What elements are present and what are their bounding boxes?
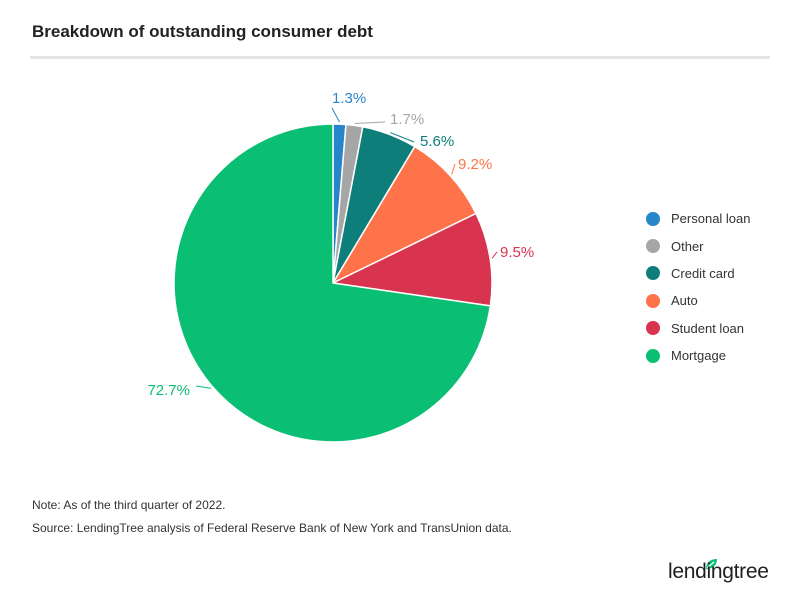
legend-label: Auto [671,293,698,309]
lendingtree-logo: lendingtree [668,560,769,583]
legend-item-mortgage: Mortgage [646,342,751,369]
label-mortgage: 72.7% [147,382,190,399]
leader-line [331,107,341,123]
leaf-icon [706,559,717,569]
slice-student-loan [330,212,493,307]
legend-label: Student loan [671,320,745,336]
label-auto: 9.2% [458,156,492,173]
legend-swatch [646,293,660,308]
leader-line [354,121,386,124]
label-other: 1.7% [390,111,424,128]
chart-legend: Personal loan Other Credit card Auto Stu… [646,205,751,369]
legend-swatch [646,266,660,281]
title-divider [30,56,770,59]
legend-item-credit-card: Credit card [646,260,751,287]
legend-swatch [646,211,660,226]
legend-swatch [646,348,660,363]
pie-chart: 1.3% 1.7% 5.6%9.2% 9.5% 72.7% [147,90,534,443]
legend-item-auto: Auto [646,287,751,314]
slice-mortgage [173,123,492,443]
slice-auto [331,145,478,285]
legend-swatch [646,239,660,254]
chart-title: Breakdown of outstanding consumer debt [32,22,373,41]
label-credit-card: 5.6% [420,133,454,150]
legend-label: Other [671,238,704,254]
leader-line [195,385,212,389]
legend-label: Mortgage [671,348,726,364]
legend-label: Credit card [671,265,735,281]
legend-item-personal-loan: Personal loan [646,205,751,232]
leader-line [451,163,456,175]
chart-source: Source: LendingTree analysis of Federal … [32,521,512,535]
label-student-loan: 9.5% [500,244,534,261]
leader-line [390,132,415,143]
legend-item-other: Other [646,232,751,259]
label-personal-loan: 1.3% [332,90,366,107]
chart-note: Note: As of the third quarter of 2022. [32,498,226,512]
legend-item-student-loan: Student loan [646,315,751,342]
legend-label: Personal loan [671,211,751,227]
leader-line [491,251,498,259]
legend-swatch [646,321,660,336]
